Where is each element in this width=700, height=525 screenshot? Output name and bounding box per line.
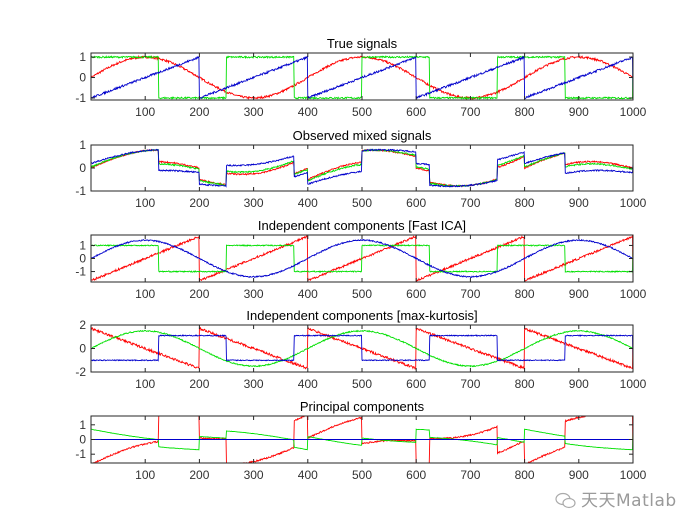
y-tick-label: 1 [79, 418, 86, 432]
x-tick-label: 200 [189, 105, 209, 119]
subplot-4: 100 200 300 400 500 600 700 800 900 1000 -2 0 2 Indep… [75, 308, 646, 391]
x-tick-label: 600 [406, 196, 426, 210]
series-line-square [91, 55, 633, 100]
y-tick-label: -1 [75, 447, 86, 461]
x-tick-label: 1000 [620, 196, 647, 210]
series-line-pc2 [91, 428, 633, 451]
x-tick-label: 900 [569, 287, 589, 301]
x-tick-label: 900 [569, 196, 589, 210]
series-line-ic-square [91, 334, 633, 362]
series-line-ic-square [91, 244, 633, 273]
y-tick-label: 1 [79, 138, 86, 152]
y-tick-label: 2 [79, 318, 86, 332]
x-tick-label: 100 [135, 105, 155, 119]
x-tick-label: 800 [515, 105, 535, 119]
y-tick-label: 0 [79, 433, 86, 447]
x-tick-label: 300 [244, 468, 264, 482]
x-tick-label: 800 [515, 287, 535, 301]
y-tick-label: -2 [75, 365, 86, 379]
x-tick-label: 200 [189, 287, 209, 301]
x-tick-label: 400 [298, 105, 318, 119]
x-tick-label: 500 [352, 468, 372, 482]
wechat-icon [555, 492, 576, 509]
x-tick-label: 300 [244, 196, 264, 210]
x-tick-label: 700 [460, 468, 480, 482]
x-tick-label: 400 [298, 468, 318, 482]
subplot-title: Principal components [300, 399, 425, 414]
x-tick-label: 900 [569, 468, 589, 482]
y-tick-label: 1 [79, 50, 86, 64]
watermark-text: 天天Matlab [581, 491, 677, 511]
subplot-title: True signals [327, 36, 398, 51]
y-tick-label: 0 [79, 342, 86, 356]
series-group [91, 326, 633, 371]
x-tick-label: 200 [189, 377, 209, 391]
x-tick-label: 300 [244, 105, 264, 119]
y-tick-label: -1 [75, 184, 86, 198]
x-tick-label: 1000 [620, 468, 647, 482]
x-tick-label: 900 [569, 377, 589, 391]
x-tick-label: 600 [406, 105, 426, 119]
x-tick-label: 1000 [620, 105, 647, 119]
series-group [91, 235, 633, 282]
x-tick-label: 700 [460, 377, 480, 391]
subplot-title: Independent components [max-kurtosis] [246, 308, 477, 323]
y-tick-label: -1 [75, 91, 86, 105]
series-group [91, 416, 633, 463]
x-tick-label: 300 [244, 377, 264, 391]
x-tick-label: 500 [352, 105, 372, 119]
x-tick-label: 400 [298, 377, 318, 391]
x-tick-label: 400 [298, 287, 318, 301]
x-tick-label: 100 [135, 377, 155, 391]
x-tick-label: 1000 [620, 287, 647, 301]
series-line-ic-sine [91, 238, 633, 279]
subplot-2: 100 200 300 400 500 600 700 800 900 1000 -1 0 1 Obser… [75, 128, 646, 210]
x-tick-label: 300 [244, 287, 264, 301]
x-tick-label: 700 [460, 287, 480, 301]
subplot-1: 100 200 300 400 500 600 700 800 900 1000 -1 0 1 True … [75, 36, 646, 119]
x-tick-label: 400 [298, 196, 318, 210]
y-tick-label: 1 [79, 238, 86, 252]
x-tick-label: 900 [569, 105, 589, 119]
x-tick-label: 500 [352, 196, 372, 210]
y-tick-label: 0 [79, 71, 86, 85]
y-tick-label: 0 [79, 252, 86, 266]
x-tick-label: 600 [406, 287, 426, 301]
x-tick-label: 100 [135, 468, 155, 482]
series-line-sawtooth [91, 54, 633, 100]
subplot-title: Independent components [Fast ICA] [258, 218, 466, 233]
x-tick-label: 500 [352, 287, 372, 301]
x-tick-label: 800 [515, 196, 535, 210]
series-line-mix3 [91, 148, 633, 188]
series-group [91, 148, 633, 188]
x-tick-label: 700 [460, 196, 480, 210]
y-tick-label: 0 [79, 161, 86, 175]
x-tick-label: 200 [189, 196, 209, 210]
x-tick-label: 600 [406, 377, 426, 391]
x-tick-label: 800 [515, 468, 535, 482]
subplot-title: Observed mixed signals [293, 128, 432, 143]
x-tick-label: 100 [135, 287, 155, 301]
x-tick-label: 500 [352, 377, 372, 391]
x-tick-label: 100 [135, 196, 155, 210]
watermark: 天天Matlab [555, 486, 677, 511]
x-tick-label: 600 [406, 468, 426, 482]
series-line-ic-sine [91, 329, 633, 368]
y-tick-label: -1 [75, 265, 86, 279]
subplot-5: 100 200 300 400 500 600 700 800 900 1000 -101 Princ… [75, 399, 646, 482]
series-group [91, 54, 633, 100]
x-tick-label: 800 [515, 377, 535, 391]
subplot-3: 100 200 300 400 500 600 700 800 900 1000 -101 Indep… [75, 218, 646, 301]
x-tick-label: 200 [189, 468, 209, 482]
x-tick-label: 700 [460, 105, 480, 119]
x-tick-label: 1000 [620, 377, 647, 391]
